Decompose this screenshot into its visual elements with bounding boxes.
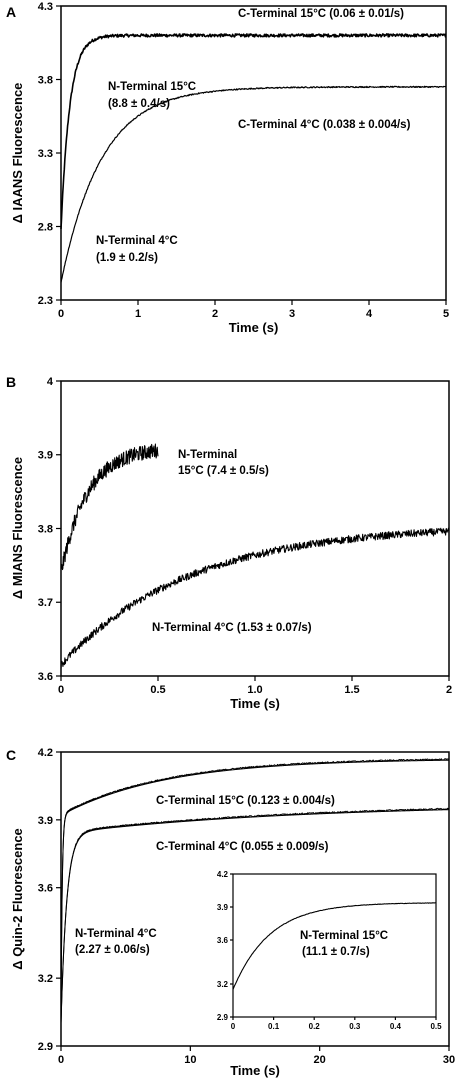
panel-c-plot-frame <box>60 751 450 1047</box>
panel-c-inset-y-tick-label: 2.9 <box>217 1013 229 1022</box>
panel-c-annotation-n4-line1: N-Terminal 4°C <box>75 928 157 940</box>
panel-a-annotation-n15-line1: N-Terminal 15°C <box>108 81 196 93</box>
panel-c-lines <box>60 758 450 1024</box>
panel-c-y-tick-label: 3.2 <box>38 973 53 985</box>
panel-c-y-axis-label: Δ Quin-2 Fluorescence <box>10 828 25 970</box>
panel-c-inset-series <box>232 902 437 990</box>
panel-a-x-tick-label: 5 <box>443 308 449 320</box>
panel-a-ticks: 0 1 2 3 4 5 2.3 2.8 3.3 3.8 4.3 <box>38 1 449 320</box>
panel-a-annotation-c4: C-Terminal 4°C (0.038 ± 0.004/s) <box>238 119 411 131</box>
panel-a-annotation-n15-line2: (8.8 ± 0.4/s) <box>108 98 170 110</box>
panel-c-inset-y-tick-label: 3.6 <box>217 936 229 945</box>
panel-a-y-tick-label: 2.3 <box>38 295 53 307</box>
panel-c: C 0 10 20 30 2.9 3.2 3.6 3.9 4.2 Time (s) Δ Quin… <box>6 747 455 1078</box>
panel-c-annotation-c15: C-Terminal 15°C (0.123 ± 0.004/s) <box>156 795 335 807</box>
panel-b-letter: B <box>6 374 16 390</box>
panel-b-series-n4 <box>60 527 450 669</box>
panel-c-inset-lines <box>232 902 437 990</box>
panel-b-y-axis-label: Δ MIANS Fluorescence <box>10 457 25 599</box>
panel-c-x-tick-label: 0 <box>58 1054 64 1066</box>
panel-a-x-axis-label: Time (s) <box>229 320 279 335</box>
panel-b-y-tick-label: 3.6 <box>38 671 53 683</box>
panel-a-series-c4 <box>60 85 447 283</box>
panel-a-letter: A <box>6 4 16 20</box>
panel-a-y-tick-label: 2.8 <box>38 221 53 233</box>
panel-c-x-tick-label: 10 <box>184 1054 196 1066</box>
panel-a-annotation-n4-line1: N-Terminal 4°C <box>96 235 178 247</box>
panel-c-inset-frame <box>232 873 437 1018</box>
panel-a-series-n15 <box>60 33 447 230</box>
panel-a-lines <box>60 33 447 283</box>
panel-b-x-tick-label: 0.5 <box>150 684 165 696</box>
panel-a-y-axis-label: Δ IAANS Fluorescence <box>10 83 25 224</box>
panel-c-inset-y-tick-label: 4.2 <box>217 870 229 879</box>
panel-c-x-tick-label: 30 <box>443 1054 455 1066</box>
panel-c-inset-x-tick-label: 0.1 <box>268 1022 280 1031</box>
panel-b-y-tick-label: 4 <box>47 376 54 388</box>
panel-c-inset-ticks: 0 0.1 0.2 0.3 0.4 0.5 2.9 3.2 3.6 3.9 4.2 <box>217 870 442 1031</box>
panel-a-x-tick-label: 3 <box>289 308 295 320</box>
panel-c-inset-y-tick-label: 3.9 <box>217 903 229 912</box>
panel-a-x-tick-label: 0 <box>58 308 64 320</box>
panel-c-series-c15-fit <box>60 759 450 1024</box>
panel-a-annotation-n4-line2: (1.9 ± 0.2/s) <box>96 252 158 264</box>
panel-c-y-tick-label: 4.2 <box>38 747 53 759</box>
panel-b-ticks: 0 0.5 1.0 1.5 2 3.6 3.7 3.8 3.9 4 <box>38 376 452 696</box>
panel-c-inset-x-tick-label: 0.2 <box>309 1022 321 1031</box>
panel-a-y-tick-label: 4.3 <box>38 1 53 13</box>
panel-c-letter: C <box>6 747 16 763</box>
panel-b-lines <box>60 443 450 669</box>
panel-c-inset-x-tick-label: 0.3 <box>349 1022 361 1031</box>
panel-b-series-n15 <box>60 443 159 571</box>
panel-c-y-tick-label: 3.6 <box>38 883 53 895</box>
panel-b-annotation-n15-line1: N-Terminal <box>178 449 237 461</box>
panel-c-y-tick-label: 2.9 <box>38 1041 53 1053</box>
panel-c-inset-x-tick-label: 0.5 <box>430 1022 442 1031</box>
panel-c-series-c4-fit <box>60 809 450 1024</box>
panel-c-x-axis-label: Time (s) <box>230 1063 280 1078</box>
panel-c-ticks: 0 10 20 30 2.9 3.2 3.6 3.9 4.2 <box>38 747 455 1066</box>
panel-b-x-axis-label: Time (s) <box>230 696 280 711</box>
panel-a-x-tick-label: 2 <box>212 308 218 320</box>
panel-c-inset-x-tick-label: 0 <box>231 1022 236 1031</box>
panel-c-inset-x-tick-label: 0.4 <box>390 1022 402 1031</box>
panel-b-x-tick-label: 2 <box>446 684 452 696</box>
panel-a-x-tick-label: 4 <box>366 308 373 320</box>
panel-b-annotation-n4: N-Terminal 4°C (1.53 ± 0.07/s) <box>152 622 312 634</box>
panel-a-x-tick-label: 1 <box>135 308 141 320</box>
panel-c-annotation-c4: C-Terminal 4°C (0.055 ± 0.009/s) <box>156 841 329 853</box>
panel-a-y-tick-label: 3.3 <box>38 148 53 160</box>
panel-b-y-tick-label: 3.8 <box>38 523 53 535</box>
panel-b: B 0 0.5 1.0 1.5 2 3.6 3.7 3.8 3.9 4 Time (s) Δ MI… <box>6 374 452 711</box>
panel-b-y-tick-label: 3.9 <box>38 450 53 462</box>
panel-c-inset-annotation-line1: N-Terminal 15°C <box>300 930 388 942</box>
panel-a: A 0 1 2 3 4 5 2.3 2.8 3.3 3.8 4.3 Time (s) Δ IAANS… <box>6 1 449 335</box>
panel-c-x-tick-label: 20 <box>314 1054 326 1066</box>
panel-b-x-tick-label: 1.5 <box>344 684 359 696</box>
panel-c-inset-annotation-line2: (11.1 ± 0.7/s) <box>302 946 370 958</box>
panel-b-annotation-n15-line2: 15°C (7.4 ± 0.5/s) <box>178 465 269 477</box>
panel-b-y-tick-label: 3.7 <box>38 597 53 609</box>
panel-c-y-tick-label: 3.9 <box>38 815 53 827</box>
panel-c-inset: 0 0.1 0.2 0.3 0.4 0.5 2.9 3.2 3.6 3.9 4.2 N-Termin… <box>217 870 442 1031</box>
panel-c-annotation-n4-line2: (2.27 ± 0.06/s) <box>75 944 150 956</box>
panel-c-series-c4-raw <box>60 807 450 1024</box>
panel-a-y-tick-label: 3.8 <box>38 74 53 86</box>
panel-b-x-tick-label: 1.0 <box>247 684 262 696</box>
panel-c-inset-y-tick-label: 3.2 <box>217 980 229 989</box>
panel-a-annotation-c15: C-Terminal 15°C (0.06 ± 0.01/s) <box>238 8 404 20</box>
panel-b-x-tick-label: 0 <box>58 684 64 696</box>
